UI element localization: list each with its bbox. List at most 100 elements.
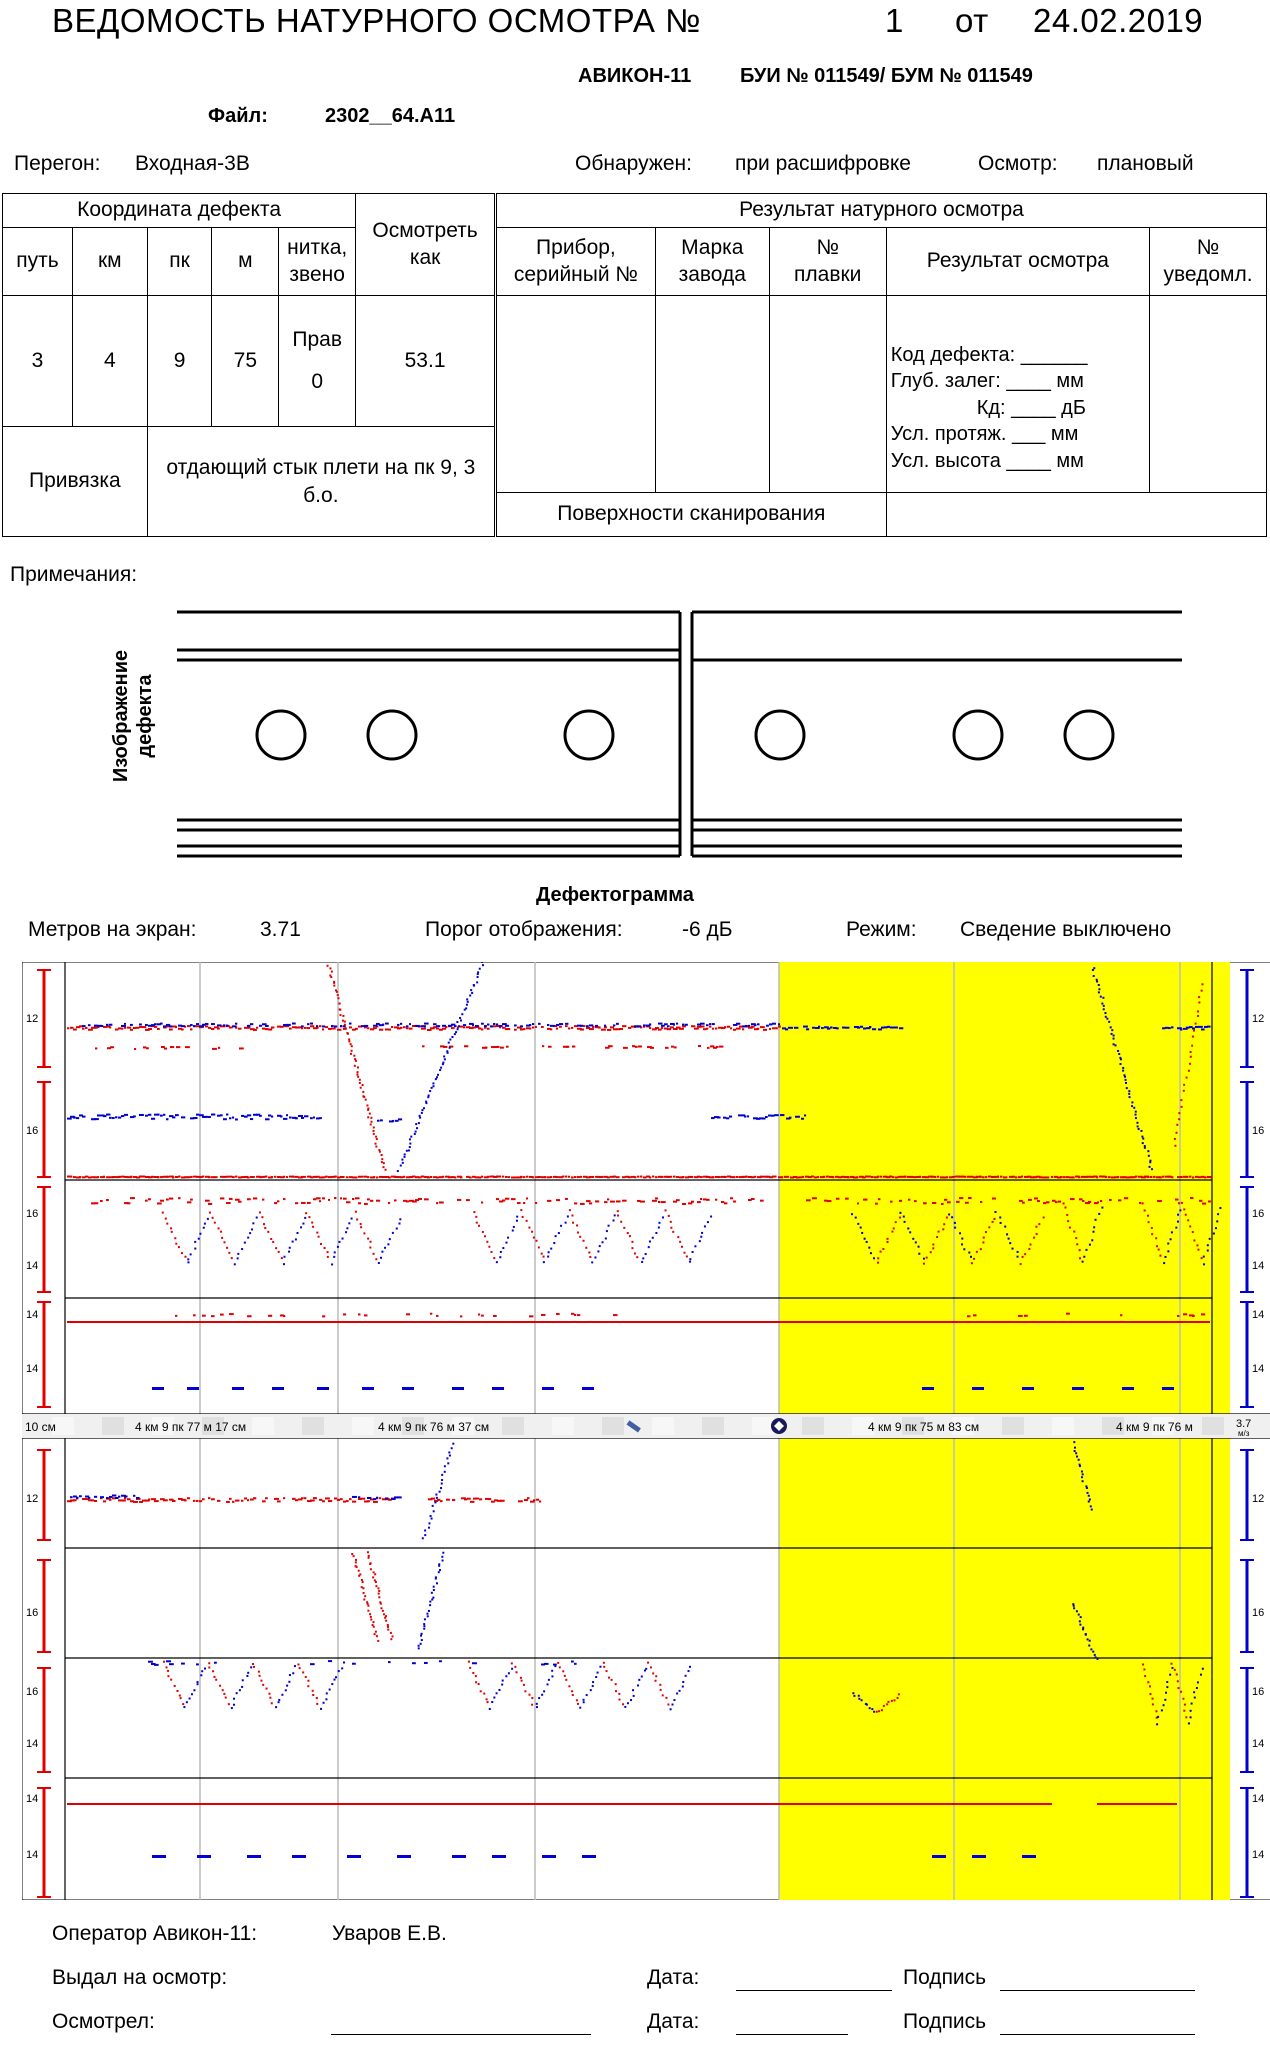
defectogram-title: Дефектограмма [536,884,694,906]
channel-tick-left-bottom-1: 16 [26,1607,38,1619]
operator-name: Уваров Е.В. [332,1922,447,1945]
threshold-value: -6 дБ [682,918,733,941]
channel-tick-left-top-4: 14 [26,1309,38,1321]
kd-line: Кд: ____ дБ [976,396,1086,419]
operator-label: Оператор Авикон-11: [52,1922,258,1945]
channel-tick-right-top-5: 14 [1252,1363,1264,1375]
peregon-label: Перегон: [14,152,101,175]
ruler-label-3: 4 км 9 пк 75 м 83 см [868,1420,979,1434]
col-thread: нитка, звено [278,227,357,296]
channel-tick-left-bottom-3: 14 [26,1738,38,1750]
channel-tick-right-bottom-5: 14 [1252,1849,1264,1861]
issued-date-field[interactable] [736,1989,892,1991]
value-thread: Прав 0 [278,295,357,427]
inspect-as-header: Осмотреть как [355,193,495,296]
channel-tick-left-bottom-0: 12 [26,1493,38,1505]
inspected-date-field[interactable] [736,2033,848,2035]
col-notice-number: № уведомл. [1149,227,1267,296]
channel-tick-left-top-2: 16 [26,1208,38,1220]
ruler-label-4: 4 км 9 пк 76 м [1116,1420,1193,1434]
ruler-scale: 10 см [25,1420,56,1434]
meters-value: 3.71 [260,918,301,941]
scan-surfaces: Поверхности сканирования [496,492,887,537]
defect-coordinate-table: Координата дефекта Осмотреть как путь км… [1,193,496,537]
channel-tick-left-top-5: 14 [26,1363,38,1375]
threshold-label: Порог отображения: [425,918,623,941]
col-m: м [211,227,280,296]
device-serials: БУИ № 011549/ БУМ № 011549 [740,65,1033,87]
channel-tick-right-top-1: 16 [1252,1125,1264,1137]
notes-label: Примечания: [10,563,138,586]
pencil-icon[interactable] [626,1420,641,1433]
issued-sign-label: Подпись [903,1966,987,1989]
value-pk: 9 [146,295,213,427]
meters-label: Метров на экран: [28,918,197,941]
thread-side: Прав [292,327,342,351]
channel-tick-right-bottom-1: 16 [1252,1607,1264,1619]
channel-tick-right-top-2: 16 [1252,1208,1264,1220]
channel-tick-left-bottom-5: 14 [26,1849,38,1861]
peregon-value: Входная-3В [135,152,250,175]
document-title: ВЕДОМОСТЬ НАТУРНОГО ОСМОТРА № [52,2,701,39]
highlight-zone [779,962,1230,1900]
channel-tick-left-bottom-2: 16 [26,1686,38,1698]
navigation-icon[interactable] [771,1418,787,1434]
inspection-value: плановый [1097,152,1194,175]
issued-date-label: Дата: [647,1966,700,1989]
inspected-sign-field[interactable] [1000,2033,1195,2035]
ruler-label-2: 4 км 9 пк 76 м 37 см [378,1420,489,1434]
channel-tick-right-top-3: 14 [1252,1260,1264,1272]
col-device-serial: Прибор, серийный № [496,227,656,296]
rail-joint-diagram [177,610,1182,858]
document-number: 1 [885,2,904,39]
file-label: Файл: [208,105,268,127]
document-date: 24.02.2019 [1033,2,1204,39]
issued-sign-field[interactable] [1000,1989,1195,1991]
channel-tick-right-top-0: 12 [1252,1013,1264,1025]
value-track: 3 [2,295,73,427]
ruler-label-1: 4 км 9 пк 77 м 17 см [135,1420,246,1434]
defectogram-plot: 10 см 4 км 9 пк 77 м 17 см 4 км 9 пк 76 … [22,962,1270,1900]
thread-link: 0 [311,370,324,393]
result-fields: Код дефекта: ______ Глуб. залег: ____ мм… [885,295,1151,493]
col-factory-mark: Марка завода [654,227,770,296]
inspected-sign-label: Подпись [903,2010,987,2033]
found-value: при расшифровке [735,152,911,175]
height-line: Усл. высота ____ мм [890,449,1084,472]
binding-label: Привязка [2,426,148,537]
found-label: Обнаружен: [575,152,692,175]
value-km: 4 [71,295,148,427]
channel-tick-right-top-4: 14 [1252,1309,1264,1321]
col-pk: пк [146,227,213,296]
channel-tick-right-bottom-2: 16 [1252,1686,1264,1698]
col-melt-number: № плавки [768,227,887,296]
from-label: от [955,2,989,39]
inspected-name-field[interactable] [331,2033,591,2035]
channel-tick-left-bottom-4: 14 [26,1793,38,1805]
inspected-label: Осмотрел: [52,2010,155,2033]
inspection-result-table: Результат натурного осмотра Прибор, сери… [496,193,1268,537]
value-m: 75 [211,295,280,427]
channel-tick-right-bottom-4: 14 [1252,1793,1264,1805]
inspection-label: Осмотр: [978,152,1058,175]
channel-tick-left-top-1: 16 [26,1125,38,1137]
inspect-as-value: 53.1 [355,295,495,427]
issued-label: Выдал на осмотр: [52,1966,228,1989]
col-track: путь [2,227,73,296]
device-name: АВИКОН-11 [578,65,692,87]
depth-line: Глуб. залег: ____ мм [890,370,1084,393]
defect-code-line: Код дефекта: ______ [890,343,1088,366]
coord-header: Координата дефекта [1,193,357,228]
speed-unit: м/з [1238,1429,1250,1438]
channel-tick-right-bottom-3: 14 [1252,1738,1264,1750]
channel-tick-right-bottom-0: 12 [1252,1493,1264,1505]
length-line: Усл. протяж. ___ мм [890,423,1079,446]
binding-value: отдающий стык плети на пк 9, 3 б.о. [146,426,496,537]
speed-value: 3.7 [1236,1418,1251,1430]
col-km: км [71,227,148,296]
result-header: Результат натурного осмотра [496,193,1267,228]
mode-value: Сведение выключено [960,918,1172,941]
file-name: 2302__64.A11 [325,105,456,127]
col-inspection-result: Результат осмотра [885,227,1151,296]
inspected-date-label: Дата: [647,2010,700,2033]
